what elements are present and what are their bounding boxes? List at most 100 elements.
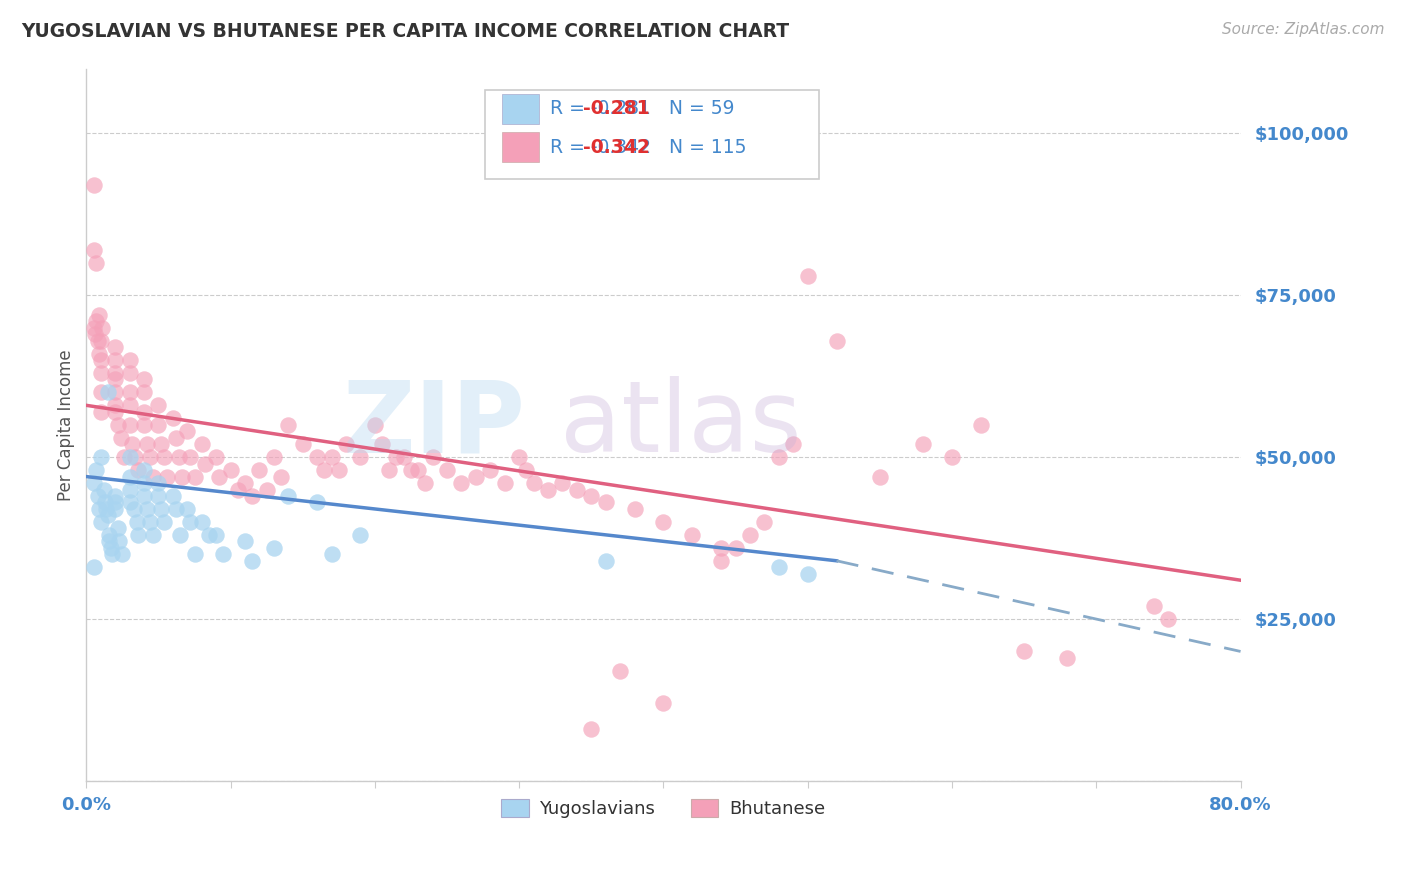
Point [107,521,129,535]
Point [464,469,486,483]
Point [87,489,110,503]
FancyBboxPatch shape [502,132,538,162]
Point [768,560,790,574]
Point [399,463,422,477]
Point [681,528,703,542]
Point [205,528,228,542]
Text: YUGOSLAVIAN VS BHUTANESE PER CAPITA INCOME CORRELATION CHART: YUGOSLAVIAN VS BHUTANESE PER CAPITA INCO… [21,22,789,41]
Point [86,463,108,477]
Point [249,463,271,477]
Y-axis label: Per Capita Income: Per Capita Income [58,349,75,500]
Point [153,515,176,529]
Text: -0.281: -0.281 [582,99,650,118]
Point [86,256,108,270]
Point [1012,644,1035,658]
Point [132,385,155,400]
Point [83,243,105,257]
Point [118,353,141,368]
Point [385,450,408,464]
Point [183,547,205,561]
Point [110,431,132,445]
Text: -0.342: -0.342 [582,137,650,157]
Point [90,366,112,380]
Point [90,385,112,400]
Point [710,554,733,568]
Point [371,437,394,451]
Point [176,424,198,438]
Point [104,366,127,380]
Point [335,437,357,451]
Point [111,547,134,561]
Point [291,437,314,451]
Point [796,268,818,283]
Point [219,463,242,477]
Point [595,554,617,568]
Point [710,541,733,555]
Point [142,528,165,542]
Point [124,450,146,464]
Point [89,502,111,516]
Point [104,502,127,516]
Point [183,469,205,483]
Point [132,489,155,503]
Point [494,476,516,491]
Point [190,515,212,529]
Point [97,385,120,400]
Point [349,528,371,542]
Point [652,515,675,529]
Point [307,495,329,509]
Point [135,437,157,451]
Text: R = -0.281   N = 59: R = -0.281 N = 59 [550,99,735,118]
Point [118,450,141,464]
Point [90,405,112,419]
Point [240,554,263,568]
Point [118,366,141,380]
Point [96,502,118,516]
Point [198,528,221,542]
Point [190,437,212,451]
Point [150,502,173,516]
Point [87,334,110,348]
Point [508,450,530,464]
Point [415,476,437,491]
Point [148,398,170,412]
Point [156,469,179,483]
Point [132,463,155,477]
Point [97,508,120,523]
Point [1056,651,1078,665]
Point [212,547,235,561]
Point [165,431,187,445]
Point [321,450,343,464]
Point [89,308,111,322]
Point [240,489,263,503]
Point [90,334,112,348]
Point [869,469,891,483]
Point [782,437,804,451]
Point [122,502,145,516]
Point [139,450,162,464]
Point [89,346,111,360]
Point [118,469,141,483]
Point [90,450,112,464]
Point [515,463,537,477]
Point [256,483,278,497]
FancyBboxPatch shape [485,90,820,179]
Point [652,696,675,710]
Point [941,450,963,464]
Point [118,417,141,432]
Point [150,437,173,451]
Point [91,320,114,334]
Point [479,463,502,477]
Point [349,450,371,464]
Point [738,528,761,542]
Legend: Yugoslavians, Bhutanese: Yugoslavians, Bhutanese [495,791,832,825]
Point [83,476,105,491]
Point [127,463,149,477]
Point [148,489,170,503]
Point [422,450,444,464]
Point [233,476,256,491]
Point [118,385,141,400]
Point [768,450,790,464]
Point [364,417,387,432]
Point [94,495,117,509]
